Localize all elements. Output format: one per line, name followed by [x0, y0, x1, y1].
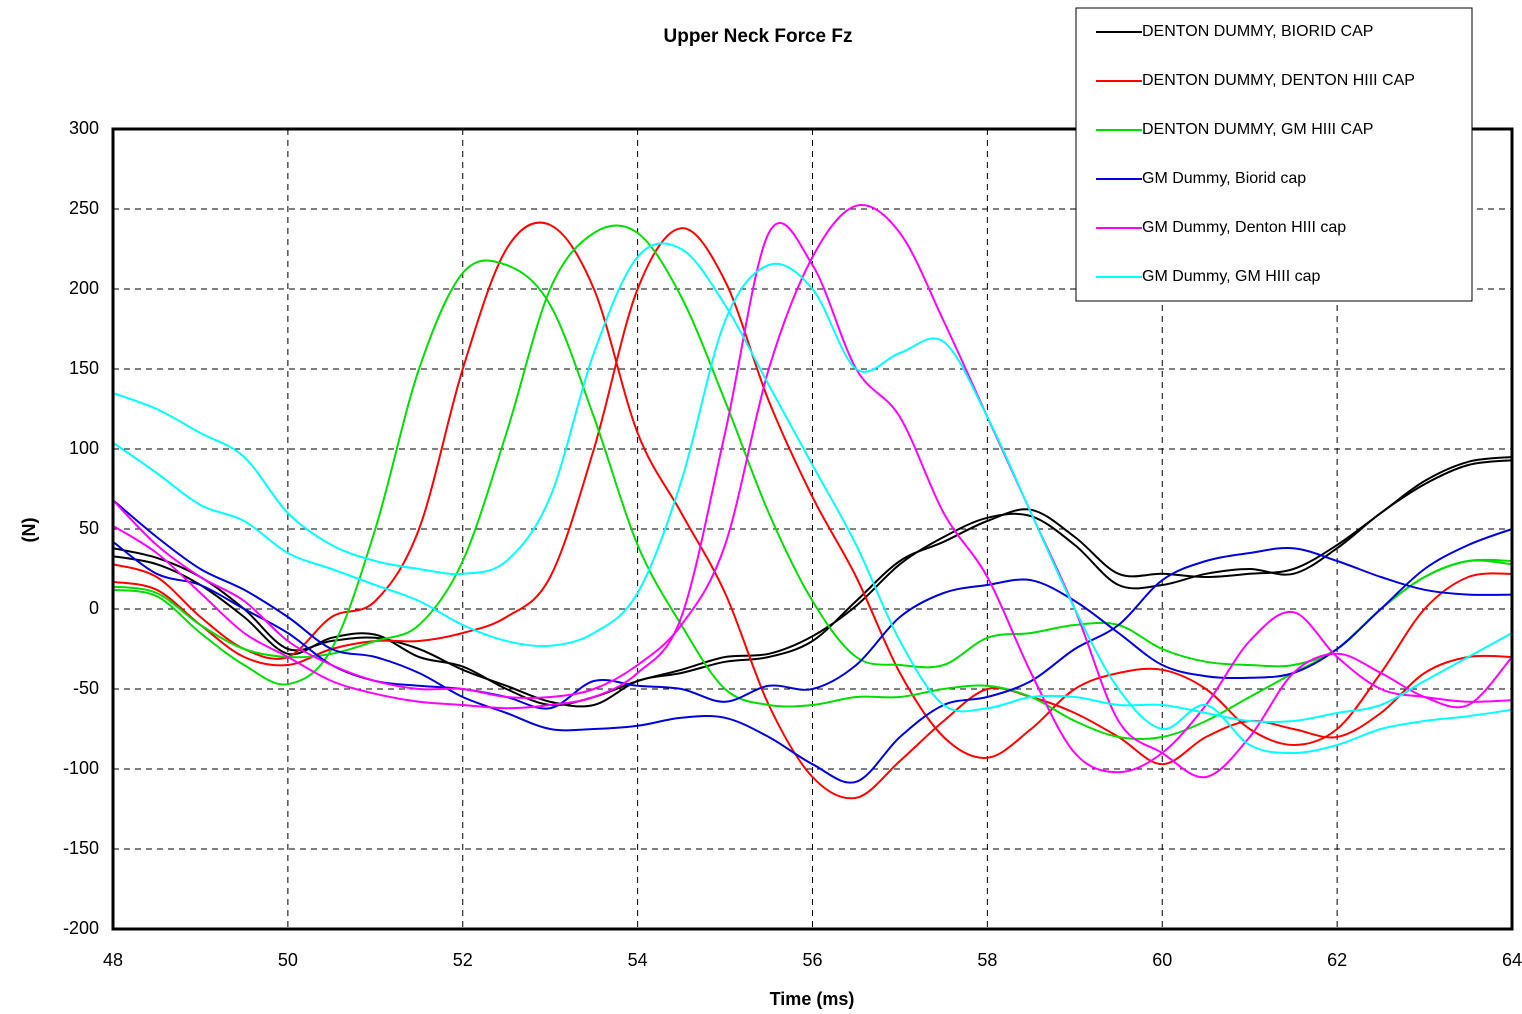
y-tick-label: -150: [63, 838, 99, 858]
x-tick-label: 60: [1152, 950, 1172, 970]
x-tick-label: 50: [278, 950, 298, 970]
series-line: [113, 456, 1512, 708]
series-line: [113, 459, 1512, 707]
series-line: [113, 259, 1512, 740]
legend-label: GM Dummy, GM HIII cap: [1142, 268, 1320, 285]
y-tick-label: -50: [73, 678, 99, 698]
y-tick-label: 150: [69, 358, 99, 378]
y-tick-label: 50: [79, 518, 99, 538]
y-tick-label: -100: [63, 758, 99, 778]
y-tick-label: 100: [69, 438, 99, 458]
x-tick-label: 56: [802, 950, 822, 970]
series-line: [113, 204, 1512, 779]
chart-title: Upper Neck Force Fz: [664, 26, 853, 47]
x-tick-label: 64: [1502, 950, 1522, 970]
legend-label: DENTON DUMMY, GM HIII CAP: [1142, 121, 1373, 138]
x-tick-label: 54: [628, 950, 648, 970]
y-axis-label: (N): [19, 518, 39, 543]
series-line: [113, 242, 1512, 723]
legend-box: [1075, 7, 1473, 302]
plot-lines: [113, 204, 1512, 800]
x-tick-label: 58: [977, 950, 997, 970]
series-line: [113, 227, 1512, 759]
x-axis-label: Time (ms): [770, 989, 855, 1009]
legend-label: DENTON DUMMY, BIORID CAP: [1142, 23, 1373, 40]
y-tick-label: 200: [69, 278, 99, 298]
y-tick-label: 300: [69, 118, 99, 138]
x-tick-label: 48: [103, 950, 123, 970]
series-line: [113, 222, 1512, 774]
series-line: [113, 499, 1512, 784]
x-tick-label: 62: [1327, 950, 1347, 970]
series-line: [113, 262, 1512, 755]
legend-label: GM Dummy, Denton HIII cap: [1142, 219, 1346, 236]
y-tick-label: 250: [69, 198, 99, 218]
legend-label: DENTON DUMMY, DENTON HIII CAP: [1142, 72, 1415, 89]
y-tick-label: -200: [63, 918, 99, 938]
plot-frame: [111, 127, 1514, 931]
series-line: [113, 224, 1512, 669]
x-tick-label: 52: [453, 950, 473, 970]
legend-label: GM Dummy, Biorid cap: [1142, 170, 1306, 187]
y-tick-label: 0: [89, 598, 99, 618]
